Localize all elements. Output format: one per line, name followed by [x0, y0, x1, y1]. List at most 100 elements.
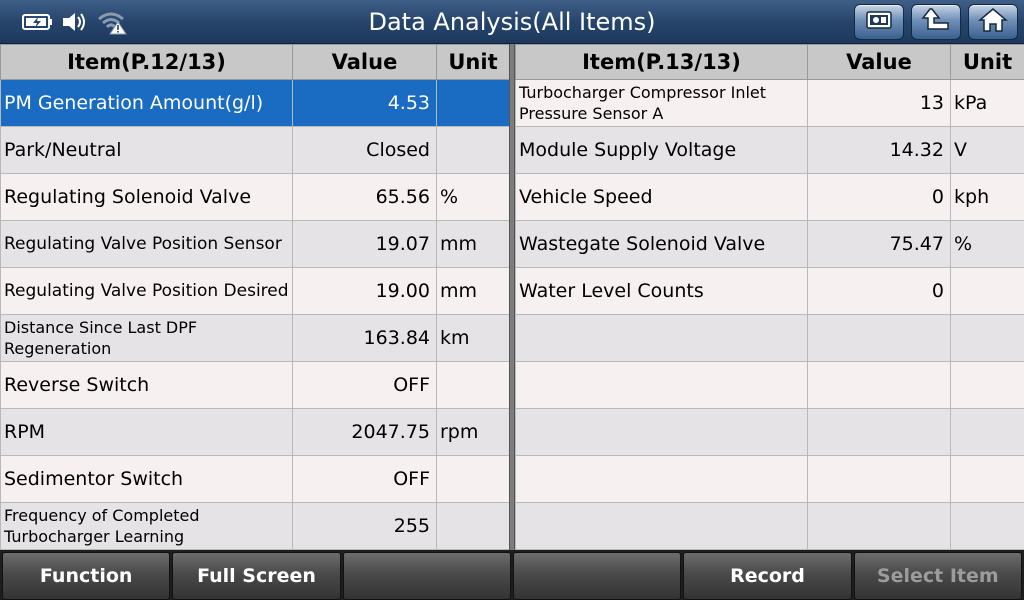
empty-button-2[interactable]: [512, 552, 682, 600]
table-row[interactable]: PM Generation Amount(g/l) 4.53: [0, 79, 510, 127]
left-data-panel: Item(P.12/13) Value Unit PM Generation A…: [0, 44, 510, 550]
item-value: OFF: [292, 455, 437, 503]
item-name: [515, 502, 808, 550]
item-unit: [436, 126, 510, 174]
item-value: 163.84: [292, 314, 437, 362]
table-row[interactable]: Regulating Solenoid Valve 65.56 %: [0, 173, 510, 221]
item-name: Turbocharger Compressor Inlet Pressure S…: [515, 79, 808, 127]
table-row[interactable]: Water Level Counts 0: [515, 267, 1024, 315]
item-value: [807, 314, 951, 362]
item-name: PM Generation Amount(g/l): [0, 79, 293, 127]
item-unit: mm: [436, 220, 510, 268]
page-title: Data Analysis(All Items): [368, 8, 656, 36]
item-value: 13: [807, 79, 951, 127]
nav-buttons: [854, 4, 1018, 40]
back-arrow-icon: [921, 7, 951, 37]
empty-button-1[interactable]: [342, 552, 511, 600]
item-value: 0: [807, 173, 951, 221]
function-button[interactable]: Function: [2, 552, 171, 600]
item-unit: rpm: [436, 408, 510, 456]
item-value: 19.07: [292, 220, 437, 268]
item-unit: [950, 408, 1024, 456]
back-button[interactable]: [911, 4, 961, 40]
item-value: [807, 361, 951, 409]
item-name: Regulating Valve Position Desired: [0, 267, 293, 315]
item-name: Reverse Switch: [0, 361, 293, 409]
unit-column-header: Unit: [436, 44, 510, 80]
title-bar: Data Analysis(All Items): [0, 0, 1024, 44]
table-row: [515, 455, 1024, 503]
item-name: Sedimentor Switch: [0, 455, 293, 503]
item-unit: [950, 502, 1024, 550]
table-row[interactable]: Distance Since Last DPF Regeneration 163…: [0, 314, 510, 362]
table-row: [515, 314, 1024, 362]
status-icons: [22, 8, 128, 36]
right-data-panel: Item(P.13/13) Value Unit Turbocharger Co…: [515, 44, 1024, 550]
table-row[interactable]: Module Supply Voltage 14.32 V: [515, 126, 1024, 174]
value-column-header: Value: [292, 44, 437, 80]
item-name: [515, 455, 808, 503]
panel-divider: [509, 44, 515, 550]
table-row[interactable]: Reverse Switch OFF: [0, 361, 510, 409]
item-value: 19.00: [292, 267, 437, 315]
item-name: [515, 408, 808, 456]
record-button[interactable]: Record: [683, 552, 852, 600]
item-name: RPM: [0, 408, 293, 456]
item-value: 4.53: [292, 79, 437, 127]
item-value: [807, 502, 951, 550]
item-unit: %: [950, 220, 1024, 268]
item-value: 2047.75: [292, 408, 437, 456]
screenshot-button[interactable]: [854, 4, 904, 40]
data-area: Item(P.12/13) Value Unit PM Generation A…: [0, 44, 1024, 550]
item-unit: [950, 267, 1024, 315]
item-unit: [950, 314, 1024, 362]
table-row[interactable]: Regulating Valve Position Desired 19.00 …: [0, 267, 510, 315]
item-unit: [436, 361, 510, 409]
speaker-icon: [60, 10, 90, 34]
table-row: [515, 502, 1024, 550]
item-unit: kPa: [950, 79, 1024, 127]
item-unit: [436, 455, 510, 503]
item-value: 0: [807, 267, 951, 315]
table-row[interactable]: Park/Neutral Closed: [0, 126, 510, 174]
table-row[interactable]: Sedimentor Switch OFF: [0, 455, 510, 503]
item-unit: [436, 502, 510, 550]
item-unit: [950, 455, 1024, 503]
table-row[interactable]: RPM 2047.75 rpm: [0, 408, 510, 456]
table-row[interactable]: Wastegate Solenoid Valve 75.47 %: [515, 220, 1024, 268]
item-name: Distance Since Last DPF Regeneration: [0, 314, 293, 362]
item-value: 255: [292, 502, 437, 550]
item-value: 14.32: [807, 126, 951, 174]
item-unit: mm: [436, 267, 510, 315]
table-row[interactable]: Vehicle Speed 0 kph: [515, 173, 1024, 221]
item-column-header: Item(P.12/13): [0, 44, 293, 80]
select-item-button[interactable]: Select Item: [853, 552, 1022, 600]
item-name: [515, 314, 808, 362]
item-name: [515, 361, 808, 409]
value-column-header: Value: [807, 44, 951, 80]
table-row[interactable]: Regulating Valve Position Sensor 19.07 m…: [0, 220, 510, 268]
table-row[interactable]: Turbocharger Compressor Inlet Pressure S…: [515, 79, 1024, 127]
table-row: [515, 408, 1024, 456]
item-unit: kph: [950, 173, 1024, 221]
table-row: [515, 361, 1024, 409]
full-screen-button[interactable]: Full Screen: [172, 552, 341, 600]
bottom-toolbar: Function Full Screen Record Select Item: [0, 550, 1024, 600]
wifi-warning-icon: [96, 9, 128, 35]
item-unit: [950, 361, 1024, 409]
home-button[interactable]: [968, 4, 1018, 40]
item-unit: %: [436, 173, 510, 221]
right-data-table: Item(P.13/13) Value Unit Turbocharger Co…: [515, 44, 1024, 550]
item-name: Frequency of Completed Turbocharger Lear…: [0, 502, 293, 550]
item-value: [807, 455, 951, 503]
item-value: 65.56: [292, 173, 437, 221]
item-name: Water Level Counts: [515, 267, 808, 315]
item-column-header: Item(P.13/13): [515, 44, 808, 80]
item-unit: V: [950, 126, 1024, 174]
item-name: Vehicle Speed: [515, 173, 808, 221]
item-value: 75.47: [807, 220, 951, 268]
item-name: Module Supply Voltage: [515, 126, 808, 174]
table-row[interactable]: Frequency of Completed Turbocharger Lear…: [0, 502, 510, 550]
item-name: Regulating Valve Position Sensor: [0, 220, 293, 268]
item-value: [807, 408, 951, 456]
